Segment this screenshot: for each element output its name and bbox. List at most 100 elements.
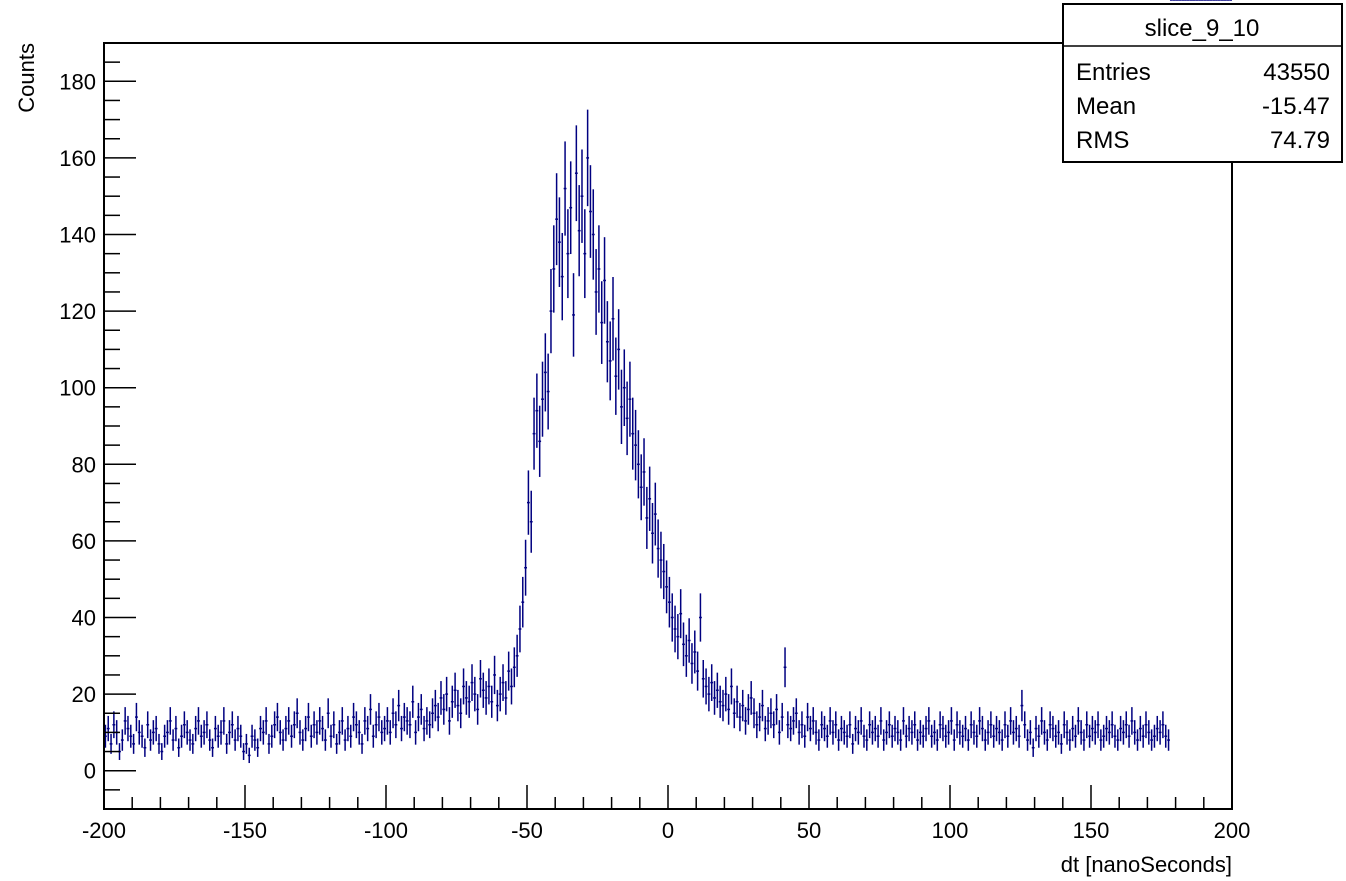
- data-point: [346, 715, 350, 742]
- data-point: [450, 685, 454, 718]
- data-point: [955, 711, 959, 739]
- data-point: [340, 707, 344, 735]
- data-point: [834, 711, 838, 739]
- data-point: [837, 729, 841, 751]
- data-point: [899, 729, 903, 751]
- data-point: [109, 733, 113, 754]
- data-point: [682, 622, 685, 667]
- data-point: [823, 715, 826, 742]
- data-point: [239, 724, 243, 748]
- data-point: [245, 733, 248, 754]
- data-point: [154, 715, 158, 742]
- data-point: [687, 618, 691, 663]
- data-point: [439, 681, 443, 715]
- data-point: [1107, 720, 1111, 745]
- data-point: [1068, 729, 1072, 751]
- data-point: [1133, 720, 1137, 745]
- data-point: [634, 409, 637, 481]
- data-point: [605, 301, 609, 383]
- data-point: [222, 707, 226, 735]
- data-point: [247, 747, 251, 764]
- data-point: [724, 676, 728, 712]
- data-point: [978, 707, 982, 735]
- data-point: [907, 715, 911, 742]
- data-point: [769, 698, 773, 729]
- data-point: [1167, 729, 1170, 751]
- data-point: [259, 715, 262, 742]
- data-point: [628, 361, 632, 437]
- data-point: [746, 694, 750, 725]
- data-point: [814, 720, 818, 745]
- stats-box-title: slice_9_10: [1145, 15, 1260, 42]
- data-point: [464, 681, 468, 715]
- data-point: [149, 729, 152, 751]
- data-point: [871, 720, 874, 745]
- data-point: [329, 724, 333, 748]
- data-point: [789, 715, 793, 742]
- data-point: [171, 729, 175, 751]
- data-point: [775, 694, 778, 725]
- data-point: [1048, 711, 1052, 739]
- data-point: [997, 720, 1001, 745]
- data-point: [707, 676, 711, 712]
- data-point: [1040, 707, 1044, 735]
- x-tick-label: 100: [932, 818, 969, 843]
- data-point: [930, 724, 934, 748]
- data-point: [267, 733, 271, 754]
- data-point: [295, 698, 299, 729]
- data-point: [493, 655, 496, 695]
- data-point: [558, 197, 561, 287]
- data-point: [386, 707, 389, 735]
- data-point: [964, 715, 967, 742]
- data-point: [1045, 729, 1049, 751]
- data-point: [213, 715, 217, 742]
- data-point: [840, 715, 843, 742]
- y-tick-label: 160: [59, 146, 96, 171]
- data-point: [481, 672, 485, 708]
- y-tick-label: 100: [59, 376, 96, 401]
- data-point: [290, 724, 293, 748]
- data-point: [219, 720, 223, 745]
- data-point: [636, 430, 640, 499]
- data-point: [541, 361, 544, 437]
- data-point: [614, 337, 618, 415]
- data-point: [287, 707, 291, 735]
- data-point: [611, 277, 615, 361]
- stats-rms-label: RMS: [1076, 127, 1129, 154]
- data-point: [842, 720, 846, 745]
- data-point: [713, 681, 716, 715]
- data-point: [950, 707, 953, 735]
- data-point: [566, 209, 570, 299]
- data-point: [873, 715, 877, 742]
- data-point: [591, 189, 595, 280]
- data-point: [862, 724, 866, 748]
- data-point: [969, 711, 973, 739]
- data-point: [668, 576, 671, 628]
- data-point: [166, 720, 169, 745]
- data-point: [893, 715, 897, 742]
- y-axis: 0 20 40 60 80 100 120 140 160 180: [59, 42, 136, 810]
- data-point: [191, 733, 195, 754]
- data-point: [902, 707, 905, 735]
- data-point: [1124, 711, 1128, 739]
- data-point: [543, 333, 547, 412]
- data-point: [958, 720, 962, 745]
- data-point: [230, 711, 234, 739]
- data-point: [617, 309, 621, 390]
- data-point: [425, 707, 429, 735]
- data-point: [405, 707, 409, 735]
- data-point: [741, 689, 745, 722]
- y-axis-title: Counts: [14, 43, 39, 113]
- data-point: [639, 454, 643, 521]
- data-point: [1110, 711, 1114, 739]
- data-point: [411, 685, 415, 718]
- data-point: [1099, 729, 1103, 751]
- data-point: [1012, 720, 1015, 745]
- stats-rms-value: 74.79: [1270, 127, 1330, 154]
- data-point: [106, 715, 110, 742]
- data-point: [648, 466, 652, 531]
- data-point: [487, 668, 491, 705]
- data-point: [1057, 720, 1060, 745]
- data-point: [952, 729, 956, 751]
